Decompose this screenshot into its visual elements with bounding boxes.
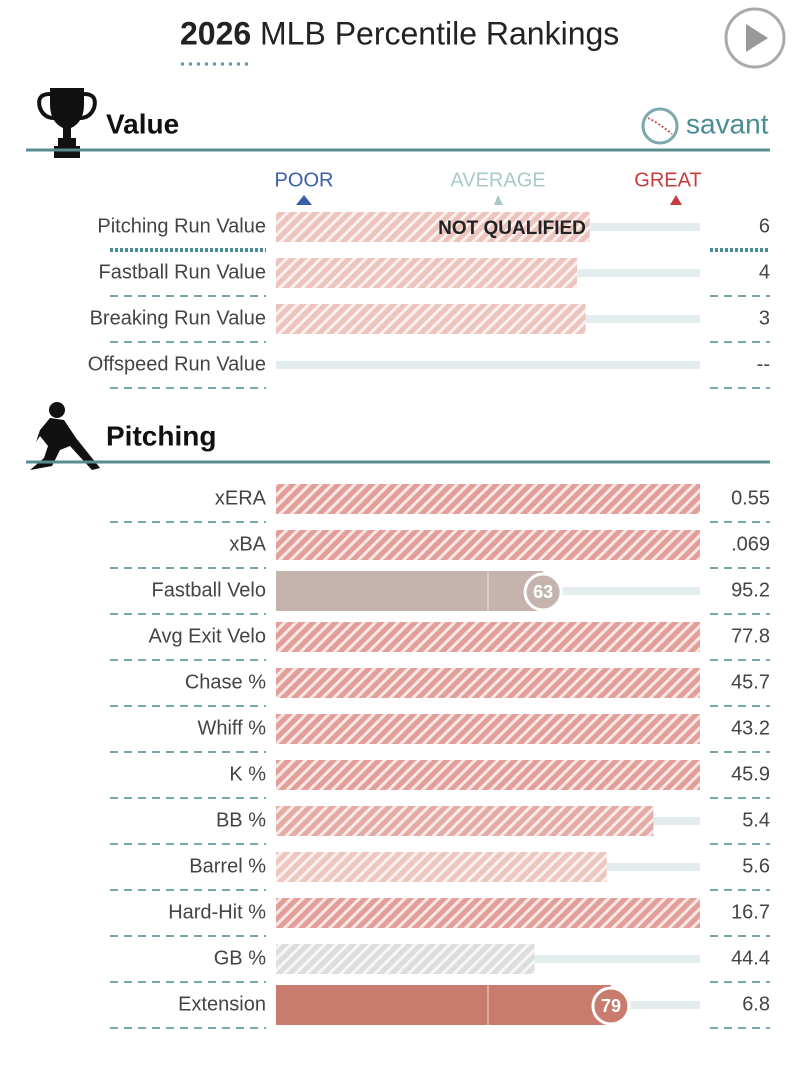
average-label: AVERAGE [450, 169, 545, 191]
bar-hatch [276, 714, 700, 744]
bar-hatch [276, 668, 700, 698]
metric-value: 6.8 [742, 993, 770, 1015]
percentile-badge [523, 572, 563, 612]
metric-label: Barrel % [189, 855, 266, 877]
metric-label: Fastball Run Value [99, 261, 267, 283]
metric-label: Offspeed Run Value [88, 353, 266, 375]
bar-hatch [276, 852, 607, 882]
bar [276, 571, 544, 611]
not-qualified: NOT QUALIFIED [438, 218, 586, 239]
metric-label: Chase % [185, 671, 266, 693]
great-label: GREAT [634, 169, 701, 191]
metric-value: .069 [731, 533, 770, 555]
trophy-icon [37, 88, 97, 158]
metric-value: 0.55 [731, 487, 770, 509]
metric-value: 45.7 [731, 671, 770, 693]
section-title: Value [106, 108, 179, 139]
bar-hatch [276, 806, 654, 836]
metric-label: K % [229, 763, 266, 785]
metric-label: Extension [178, 993, 266, 1015]
metric-label: Fastball Velo [151, 579, 266, 601]
track [276, 361, 700, 369]
great-arrow [670, 195, 682, 205]
poor-label: POOR [275, 169, 334, 191]
average-arrow [494, 195, 503, 205]
metric-value: 16.7 [731, 901, 770, 923]
bar-hatch [276, 530, 700, 560]
metric-value: 45.9 [731, 763, 770, 785]
metric-label: Avg Exit Velo [149, 625, 266, 647]
metric-label: BB % [216, 809, 266, 831]
play-button[interactable] [724, 7, 786, 69]
bar [276, 985, 611, 1025]
percentile-badge [591, 986, 631, 1026]
bar-hatch [276, 944, 535, 974]
metric-value: 44.4 [731, 947, 770, 969]
bar-hatch [276, 622, 700, 652]
poor-arrow [296, 195, 312, 205]
title: MLB Percentile Rankings [260, 15, 619, 51]
metric-value: 77.8 [731, 625, 770, 647]
bar-hatch [276, 898, 700, 928]
metric-label: xBA [229, 533, 266, 555]
metric-value: 5.6 [742, 855, 770, 877]
metric-value: 3 [759, 307, 770, 329]
metric-label: GB % [214, 947, 266, 969]
metric-label: Breaking Run Value [90, 307, 266, 329]
metric-value: 5.4 [742, 809, 770, 831]
section-title: Pitching [106, 420, 216, 451]
metric-value: 95.2 [731, 579, 770, 601]
savant-logo [641, 107, 679, 145]
brand: savant [686, 108, 769, 139]
metric-value: 43.2 [731, 717, 770, 739]
bar-hatch [276, 212, 590, 242]
metric-label: Hard-Hit % [168, 901, 266, 923]
pitcher-icon [30, 402, 100, 470]
metric-value: -- [757, 353, 770, 375]
bar-hatch [276, 258, 578, 288]
percentile-label: 79 [601, 996, 621, 1016]
bar-hatch [276, 304, 586, 334]
bar-hatch [276, 484, 700, 514]
bar-hatch [276, 760, 700, 790]
metric-label: Whiff % [197, 717, 266, 739]
metric-value: 4 [759, 261, 770, 283]
percentile-label: 63 [533, 582, 553, 602]
metric-label: xERA [215, 487, 267, 509]
title-year: 2026 [180, 15, 251, 51]
metric-value: 6 [759, 215, 770, 237]
metric-label: Pitching Run Value [97, 215, 266, 237]
